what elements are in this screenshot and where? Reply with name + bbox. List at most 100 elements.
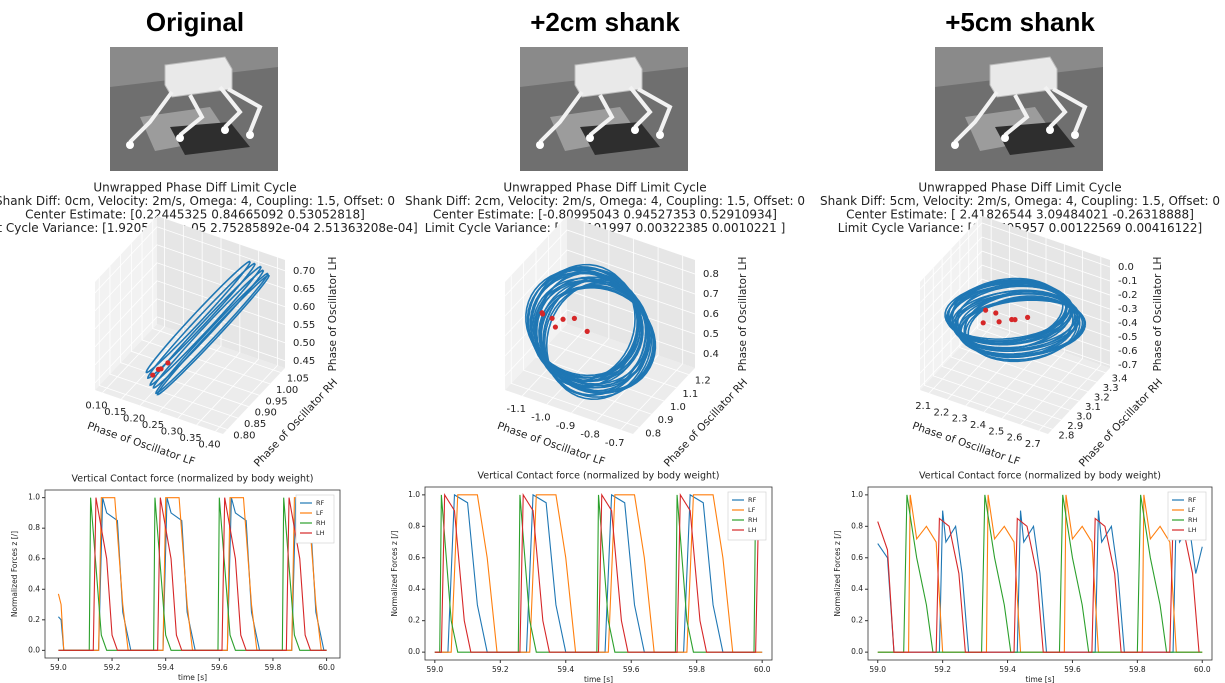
y-tick-label: 1.0 bbox=[851, 490, 863, 499]
grid-line bbox=[932, 267, 1062, 421]
sample-marker bbox=[993, 310, 999, 316]
x-tick-label: 60.0 bbox=[318, 663, 335, 672]
plot-title: Unwrapped Phase Diff Limit Cycle bbox=[918, 181, 1121, 195]
sample-marker bbox=[980, 320, 986, 326]
robot-foot bbox=[1071, 131, 1079, 139]
sample-marker bbox=[539, 310, 545, 316]
legend-label: LF bbox=[1188, 506, 1196, 514]
x-tick-label: 59.2 bbox=[492, 665, 509, 674]
y-tick-label: 0.4 bbox=[851, 584, 863, 593]
grid-line bbox=[919, 250, 1111, 318]
grid-line bbox=[947, 225, 1010, 400]
y-tick-label: 0.80 bbox=[233, 430, 255, 441]
y-axis-label: Normalized Forces z [/] bbox=[833, 530, 842, 616]
x-axis-label: time [s] bbox=[178, 673, 207, 682]
y-tick-label: 0.8 bbox=[645, 428, 661, 439]
y-tick-label: 0.9 bbox=[658, 415, 674, 426]
limit-cycle-trace bbox=[967, 295, 1078, 363]
grid-line bbox=[94, 298, 286, 366]
render-shadow bbox=[170, 122, 250, 155]
grid-line bbox=[919, 264, 1111, 332]
force-line bbox=[877, 510, 1203, 653]
z-tick-label: 0.70 bbox=[293, 266, 315, 277]
x-tick-label: 2.3 bbox=[952, 414, 968, 425]
z-tick-label: 0.55 bbox=[293, 320, 315, 331]
y-tick-label: 1.0 bbox=[408, 490, 420, 499]
y-tick-label: 0.2 bbox=[408, 616, 420, 625]
grid-line bbox=[1038, 256, 1102, 432]
sample-marker bbox=[584, 328, 590, 334]
x-tick-label: 59.0 bbox=[50, 663, 67, 672]
x-tick-label: 59.4 bbox=[157, 663, 174, 672]
z-tick-label: 0.45 bbox=[293, 356, 315, 367]
robot-leg bbox=[218, 85, 243, 129]
limit-cycle-trace bbox=[964, 296, 1081, 361]
x-tick-label: 0.35 bbox=[180, 433, 202, 444]
plot-subtitle: Shank Diff: 0cm, Velocity: 2m/s, Omega: … bbox=[0, 194, 395, 208]
limit-cycle-trace bbox=[149, 265, 262, 386]
limit-cycle-trace bbox=[958, 292, 1079, 355]
x-tick-label: 0.30 bbox=[161, 426, 183, 437]
limit-cycle-trace bbox=[155, 272, 269, 395]
robot-leg bbox=[1003, 94, 1030, 137]
x-tick-label: 59.8 bbox=[265, 663, 282, 672]
panel-heading: +5cm shank bbox=[945, 7, 1095, 37]
x-tick-label: 2.6 bbox=[1007, 433, 1023, 444]
legend-label: LH bbox=[1188, 526, 1197, 534]
chart-title: Vertical Contact force (normalized by bo… bbox=[72, 474, 314, 485]
grid-line bbox=[120, 254, 249, 408]
legend-label: LF bbox=[316, 509, 324, 517]
robot-foot bbox=[631, 126, 639, 134]
grid-line bbox=[177, 244, 241, 419]
y-tick-label: 1.00 bbox=[276, 385, 298, 396]
grid-line bbox=[959, 239, 1088, 392]
robot-leg bbox=[227, 87, 263, 133]
y-tick-label: 0.4 bbox=[28, 584, 40, 593]
y-tick-label: 0.4 bbox=[408, 584, 420, 593]
sample-marker bbox=[571, 315, 578, 321]
y-tick-label: 0.0 bbox=[408, 647, 420, 656]
x-tick-label: -0.8 bbox=[580, 429, 600, 440]
robot-render bbox=[935, 47, 1103, 171]
plot-subtitle: Limit Cycle Variance: [0.00191997 0.0032… bbox=[425, 221, 786, 235]
limit-cycle-trace bbox=[145, 260, 251, 374]
grid-line bbox=[504, 229, 696, 297]
plot-subtitle: Shank Diff: 5cm, Velocity: 2m/s, Omega: … bbox=[820, 194, 1220, 208]
robot-leg bbox=[637, 87, 673, 133]
y-tick-label: 0.0 bbox=[851, 647, 863, 656]
robot-foot bbox=[126, 141, 134, 149]
x-tick-label: 59.6 bbox=[623, 665, 640, 674]
x-tick-label: 59.4 bbox=[999, 665, 1016, 674]
z-tick-label: -0.1 bbox=[1118, 276, 1138, 287]
x-tick-label: 2.4 bbox=[970, 420, 986, 431]
legend-label: LF bbox=[748, 506, 756, 514]
y-tick-label: 2.8 bbox=[1058, 430, 1074, 441]
sample-marker bbox=[1012, 317, 1018, 323]
y-tick-label: 1.05 bbox=[287, 374, 309, 385]
z-tick-label: 0.50 bbox=[293, 338, 315, 349]
robot-leg bbox=[1043, 85, 1068, 129]
force-line bbox=[877, 494, 1203, 653]
plot-title: Unwrapped Phase Diff Limit Cycle bbox=[93, 181, 296, 195]
y-axis-label: Phase of Oscillator RH bbox=[1077, 377, 1165, 470]
x-tick-label: 59.8 bbox=[688, 665, 705, 674]
sample-marker bbox=[549, 315, 555, 321]
x-tick-label: 2.2 bbox=[933, 407, 949, 418]
limit-cycle-trace bbox=[147, 262, 256, 379]
robot-leg bbox=[1052, 87, 1088, 133]
x-tick-label: 59.2 bbox=[934, 665, 951, 674]
plot-subtitle: Limit Cycle Variance: [1.92051841e-05 2.… bbox=[0, 221, 418, 235]
x-axis-label: time [s] bbox=[1025, 675, 1054, 683]
render-shadow bbox=[995, 122, 1075, 155]
z-tick-label: 0.5 bbox=[703, 329, 719, 340]
z-tick-label: 0.7 bbox=[703, 289, 719, 300]
y-tick-label: 0.8 bbox=[408, 521, 420, 530]
grid-line bbox=[94, 226, 286, 294]
z-tick-label: 0.65 bbox=[293, 284, 315, 295]
y-tick-label: 0.85 bbox=[244, 419, 266, 430]
y-tick-label: 0.2 bbox=[851, 616, 863, 625]
grid-line bbox=[152, 220, 281, 373]
grid-line bbox=[560, 222, 689, 375]
robot-render bbox=[110, 47, 278, 171]
render-shadow bbox=[580, 122, 660, 155]
